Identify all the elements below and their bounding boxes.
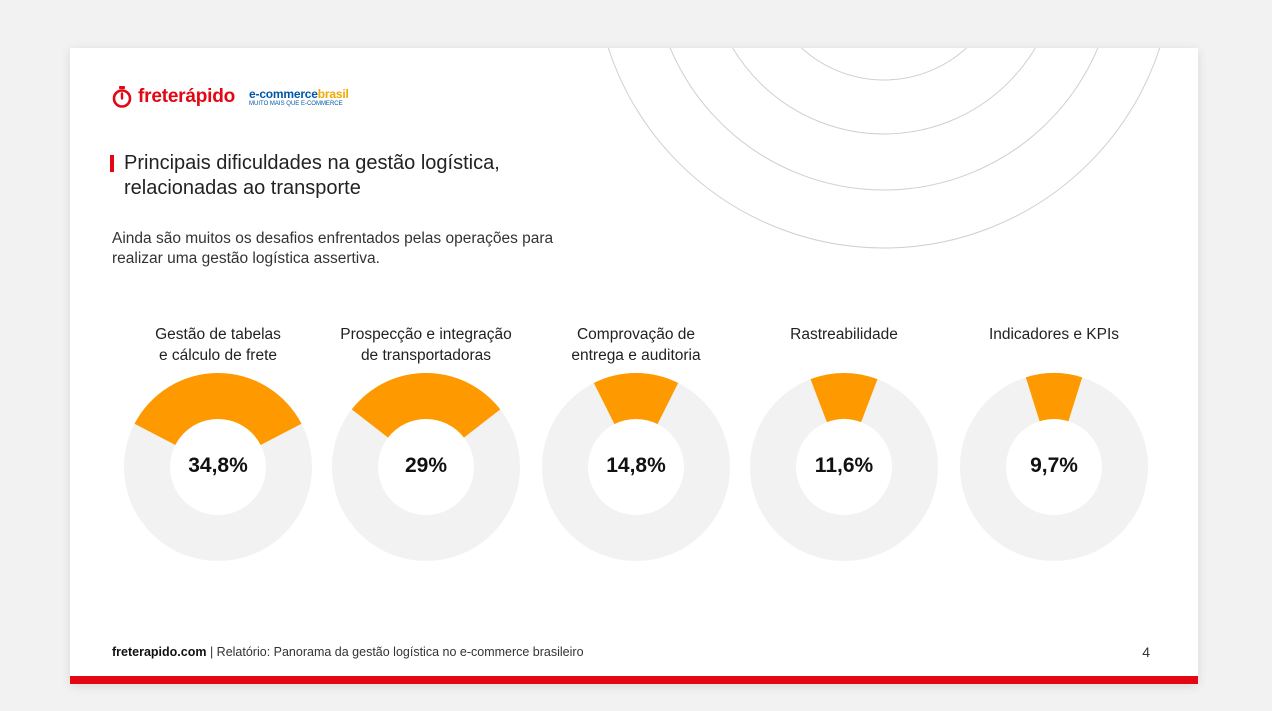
donut-svg: [750, 373, 938, 561]
chart-label-line: Prospecção e integração: [340, 326, 512, 343]
donut-segment: [810, 373, 878, 423]
page-title: Principais dificuldades na gestão logíst…: [110, 151, 632, 201]
donut-wrap: 11,6%: [744, 372, 944, 562]
chart-label-line: Gestão de tabelas: [155, 326, 281, 343]
chart-gestao-tabelas: Gestão de tabelas e cálculo de frete 34,8%: [118, 324, 318, 562]
chart-indicadores: Indicadores e KPIs 9,7%: [954, 324, 1154, 562]
decorative-arcs: [607, 48, 1161, 249]
donut-value: 11,6%: [814, 454, 874, 477]
freterapido-wordmark: freterápido: [138, 86, 236, 107]
ecommercebrasil-logo: e-commercebrasil MUITO MAIS QUE E-COMMER…: [249, 88, 349, 107]
donut-wrap: 29%: [326, 372, 526, 562]
footer-site: freterapido.com: [112, 645, 207, 659]
donut-svg: [332, 373, 520, 561]
ecommerce-wordmark: e-commerce: [249, 86, 318, 101]
chart-label: Gestão de tabelas e cálculo de frete: [118, 324, 318, 368]
chart-label: Comprovação de entrega e auditoria: [536, 324, 736, 368]
freterapido-logo: freterápido: [112, 86, 235, 108]
chart-label-line: Rastreabilidade: [790, 326, 898, 343]
donut-value: 29%: [404, 454, 448, 477]
donut-wrap: 14,8%: [536, 372, 736, 562]
donut-segment: [1025, 373, 1083, 422]
report-slide: freterápido e-commercebrasil MUITO MAIS …: [70, 48, 1198, 684]
donut-segment: [351, 373, 501, 438]
donut-svg: [542, 373, 730, 561]
ecommercebrasil-tagline: MUITO MAIS QUE E-COMMERCE: [249, 100, 343, 107]
chart-label: Rastreabilidade: [744, 324, 944, 368]
donut-charts: Gestão de tabelas e cálculo de frete 34,8%…: [70, 324, 1198, 584]
donut-svg: [124, 373, 312, 561]
brasil-wordmark: brasil: [317, 86, 349, 101]
chart-rastreabilidade: Rastreabilidade 11,6%: [744, 324, 944, 562]
subtitle-line: Ainda são muitos os desafios enfrentados…: [112, 230, 554, 247]
footer: freterapido.com | Relatório: Panorama da…: [112, 645, 584, 659]
chart-label-line: e cálculo de frete: [158, 347, 278, 364]
donut-value: 34,8%: [188, 454, 248, 477]
header-logos: freterápido e-commercebrasil MUITO MAIS …: [112, 86, 349, 108]
chart-label: Indicadores e KPIs: [954, 324, 1154, 368]
donut-wrap: 34,8%: [118, 372, 318, 562]
chart-prospeccao: Prospecção e integração de transportadora…: [326, 324, 526, 562]
footer-report: Relatório: Panorama da gestão logística …: [216, 645, 584, 659]
donut-svg: [960, 373, 1148, 561]
donut-value: 9,7%: [1030, 454, 1078, 477]
chart-comprovacao: Comprovação de entrega e auditoria 14,8%: [536, 324, 736, 562]
chart-label: Prospecção e integração de transportadora…: [326, 324, 526, 368]
page-subtitle: Ainda são muitos os desafios enfrentados…: [112, 229, 672, 269]
donut-wrap: 9,7%: [954, 372, 1154, 562]
chart-label-line: Comprovação de: [576, 326, 696, 343]
bottom-accent-bar: [70, 676, 1198, 684]
chart-label-line: de transportadoras: [360, 347, 492, 364]
subtitle-line: realizar uma gestão logística assertiva.: [112, 250, 380, 267]
title-line: relacionadas ao transporte: [124, 177, 361, 199]
donut-segment: [134, 373, 302, 445]
footer-separator: |: [206, 645, 217, 659]
donut-value: 14,8%: [606, 454, 666, 477]
title-line: Principais dificuldades na gestão logíst…: [124, 152, 500, 174]
page-number: 4: [1142, 644, 1150, 660]
chart-label-line: entrega e auditoria: [571, 347, 701, 364]
donut-segment: [593, 373, 679, 425]
title-accent-bar: [110, 155, 114, 172]
chart-label-line: Indicadores e KPIs: [988, 326, 1120, 343]
stopwatch-icon: [112, 86, 132, 108]
